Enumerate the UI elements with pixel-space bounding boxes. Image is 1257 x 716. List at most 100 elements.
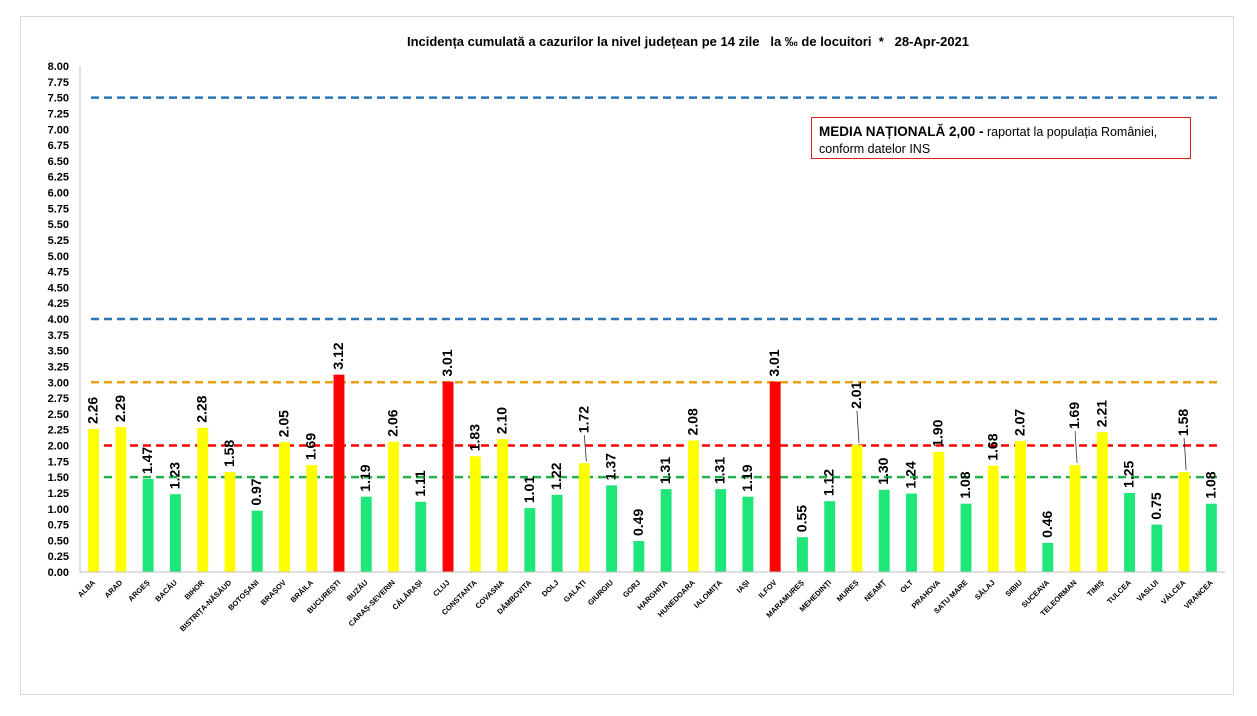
x-tick-label: VRANCEA xyxy=(1182,578,1215,611)
y-tick-label: 0.25 xyxy=(48,551,69,563)
bar xyxy=(442,381,454,572)
bar xyxy=(687,440,699,572)
y-tick-label: 6.00 xyxy=(48,188,69,200)
data-label: 1.68 xyxy=(984,433,1000,460)
data-label: 1.83 xyxy=(466,424,482,451)
y-tick-label: 5.00 xyxy=(48,251,69,263)
data-label: 2.28 xyxy=(194,395,210,422)
data-label: 2.29 xyxy=(112,395,128,422)
y-tick-label: 3.50 xyxy=(48,346,69,358)
x-tick-label: SIBIU xyxy=(1003,578,1024,599)
chart-frame xyxy=(20,16,1234,695)
y-tick-label: 7.50 xyxy=(48,93,69,105)
y-tick-label: 6.50 xyxy=(48,156,69,168)
x-tick-label: ILFOV xyxy=(757,578,779,600)
bar xyxy=(1151,524,1163,572)
bar xyxy=(142,479,154,572)
x-tick-label: GALAȚI xyxy=(562,578,588,604)
bar xyxy=(497,439,509,572)
y-tick-label: 5.50 xyxy=(48,219,69,231)
x-tick-label: ARGEȘ xyxy=(126,578,151,603)
data-label: 1.47 xyxy=(139,447,155,474)
data-label: 1.58 xyxy=(221,440,237,467)
national-average-box: MEDIA NAȚIONALĂ 2,00 - raportat la popul… xyxy=(811,117,1191,159)
bar xyxy=(224,472,236,572)
bar xyxy=(742,496,754,572)
y-tick-label: 1.75 xyxy=(48,456,69,468)
bar xyxy=(878,489,890,572)
bar xyxy=(1069,465,1081,572)
bar xyxy=(469,456,481,572)
x-tick-label: ALBA xyxy=(76,578,98,600)
bar xyxy=(906,493,917,572)
data-label: 2.06 xyxy=(385,409,401,436)
x-tick-label: NEAMȚ xyxy=(862,578,888,604)
data-label: 1.24 xyxy=(902,461,918,488)
x-tick-label: BIHOR xyxy=(183,578,207,602)
y-tick-label: 4.00 xyxy=(48,314,69,326)
data-label: 1.72 xyxy=(575,406,591,433)
data-label: 1.22 xyxy=(548,462,564,489)
data-label: 1.69 xyxy=(303,433,319,460)
leader-line xyxy=(583,435,587,462)
bar xyxy=(115,427,127,572)
data-label: 1.31 xyxy=(657,457,673,484)
data-label: 0.49 xyxy=(630,509,646,536)
x-axis: ALBA ARAD ARGEȘ BACĂU BIHORBISTRIȚA-NĂSĂUDBO… xyxy=(76,571,1225,634)
data-label: 0.46 xyxy=(1039,510,1055,537)
data-label: 1.19 xyxy=(739,464,755,491)
data-label: 1.90 xyxy=(930,419,946,446)
bar xyxy=(769,381,781,572)
leader-line xyxy=(856,410,860,443)
x-tick-label: MUREȘ xyxy=(835,578,861,604)
data-label: 1.25 xyxy=(1121,460,1137,487)
bar xyxy=(415,501,427,572)
bar xyxy=(360,496,372,572)
data-label: 1.01 xyxy=(521,476,537,503)
data-label: 1.30 xyxy=(875,457,891,484)
data-label: 2.21 xyxy=(1093,400,1109,427)
bar xyxy=(933,451,945,572)
leader-line xyxy=(1183,438,1187,471)
y-tick-label: 0.50 xyxy=(48,535,69,547)
bar xyxy=(1178,472,1190,572)
bar xyxy=(333,374,345,572)
data-label: 0.55 xyxy=(793,505,809,532)
y-tick-label: 1.25 xyxy=(48,488,69,500)
x-tick-label: OLT xyxy=(898,578,915,595)
data-label: 1.08 xyxy=(1202,471,1218,498)
x-tick-label: ARAD xyxy=(103,578,125,600)
y-tick-label: 2.00 xyxy=(48,441,69,453)
x-tick-label: CLUJ xyxy=(431,578,451,598)
bar xyxy=(960,503,972,572)
x-tick-label: BISTRIȚA-NĂSĂUD xyxy=(178,578,234,634)
bar xyxy=(1015,441,1026,572)
data-label: 1.23 xyxy=(166,462,182,489)
bar xyxy=(1096,432,1108,572)
info-box-line2: conform datelor INS xyxy=(819,142,931,156)
y-tick-label: 5.75 xyxy=(48,203,69,215)
data-label: 0.75 xyxy=(1148,492,1164,519)
x-tick-label: BACĂU xyxy=(153,578,179,604)
data-label: 2.10 xyxy=(494,407,510,434)
x-tick-label: IALOMIȚA xyxy=(692,578,724,610)
bar xyxy=(633,541,645,572)
bar xyxy=(796,537,808,572)
x-tick-label: BRĂILA xyxy=(289,578,316,605)
bar xyxy=(1205,503,1217,572)
data-label: 1.58 xyxy=(1175,409,1191,436)
x-tick-label: SĂLAJ xyxy=(973,578,997,602)
y-tick-label: 2.50 xyxy=(48,409,69,421)
x-tick-label: VASLUI xyxy=(1135,578,1160,603)
bar xyxy=(851,444,863,572)
bar xyxy=(987,465,999,572)
bar xyxy=(524,508,536,572)
data-label: 2.05 xyxy=(275,410,291,437)
bar xyxy=(578,463,590,572)
y-tick-label: 0.75 xyxy=(48,520,69,532)
y-tick-label: 8.00 xyxy=(48,61,69,73)
y-tick-label: 3.75 xyxy=(48,330,69,342)
data-label: 1.31 xyxy=(712,457,728,484)
x-tick-label: TULCEA xyxy=(1105,578,1133,606)
